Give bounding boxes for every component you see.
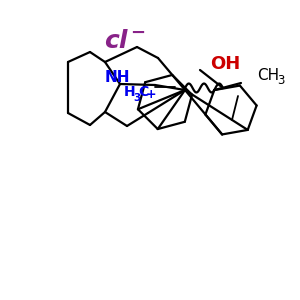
Text: +: + — [146, 88, 156, 101]
Text: cl: cl — [104, 28, 127, 52]
Text: H: H — [124, 85, 136, 99]
Text: 3: 3 — [134, 93, 141, 103]
Text: CH: CH — [257, 68, 279, 82]
Text: NH: NH — [104, 70, 130, 85]
Text: C: C — [138, 85, 148, 99]
Text: −: − — [130, 23, 145, 41]
Text: OH: OH — [210, 55, 240, 73]
Text: 3: 3 — [277, 74, 284, 86]
